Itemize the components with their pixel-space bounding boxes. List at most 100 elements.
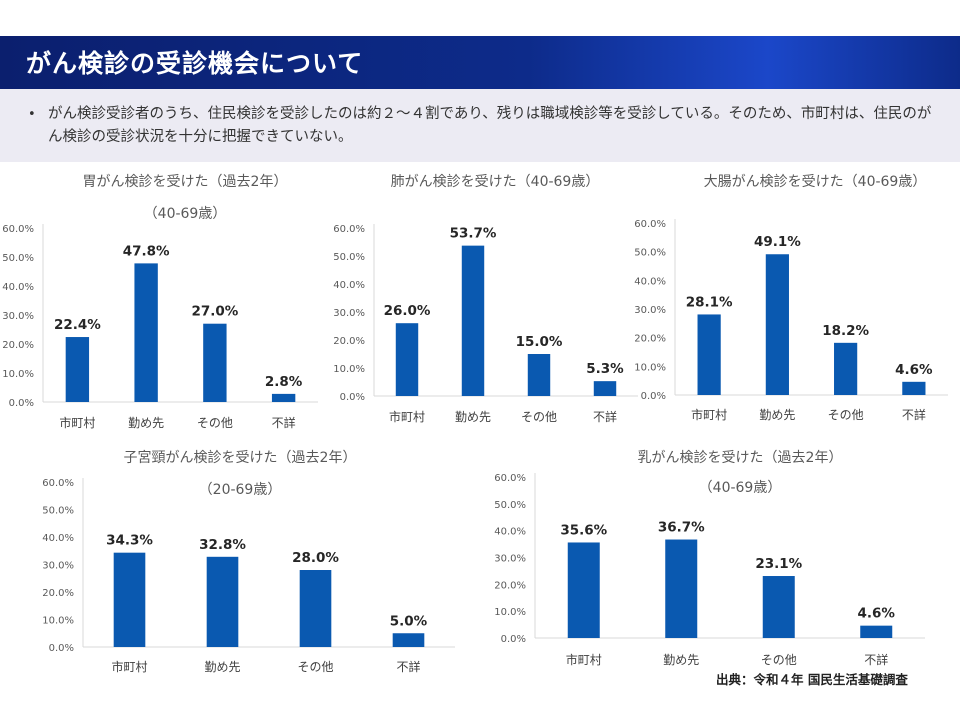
- y-tick-label: 60.0%: [333, 224, 365, 235]
- bar: [65, 337, 90, 402]
- bar-value-label: 49.1%: [754, 234, 801, 250]
- y-tick-label: 0.0%: [49, 643, 74, 654]
- category-label: その他: [297, 660, 333, 674]
- bar-value-label: 4.6%: [895, 362, 933, 378]
- category-label: 市町村: [389, 409, 425, 424]
- chart-svg: 肺がん検診を受けた（40-69歳） 0.0% 10.0% 20.0% 30.0% 40.0…: [333, 174, 638, 424]
- bar: [593, 381, 617, 396]
- bar-value-label: 26.0%: [384, 303, 431, 319]
- bar: [271, 393, 296, 402]
- bar: [834, 342, 858, 395]
- y-tick-label: 10.0%: [333, 364, 365, 375]
- bar-value-label: 27.0%: [191, 304, 238, 320]
- bar: [299, 570, 332, 647]
- bullet-icon: •: [28, 107, 36, 122]
- bar-value-label: 5.0%: [390, 613, 428, 629]
- bar-value-label: 35.6%: [560, 522, 607, 538]
- bar-value-label: 15.0%: [516, 334, 563, 350]
- breast-cancer-chart: 乳がん検診を受けた（過去2年） （40-69歳） 0.0% 10.0% 20.0% 30.…: [480, 440, 950, 680]
- category-label: その他: [197, 416, 233, 430]
- colorectal-cancer-chart: 大腸がん検診を受けた（40-69歳） 0.0% 10.0% 20.0% 30.0% 40.…: [630, 165, 950, 435]
- bar: [665, 539, 698, 638]
- y-tick-label: 60.0%: [494, 473, 526, 484]
- y-tick-label: 20.0%: [634, 334, 666, 345]
- bar-value-label: 53.7%: [450, 226, 497, 242]
- y-tick-label: 50.0%: [494, 500, 526, 511]
- bar: [461, 245, 485, 396]
- bar-value-label: 23.1%: [755, 556, 802, 572]
- category-label: 勤め先: [204, 660, 240, 674]
- category-label: 不詳: [902, 407, 926, 422]
- y-tick-label: 0.0%: [9, 398, 34, 409]
- bar: [860, 625, 893, 638]
- y-tick-label: 0.0%: [641, 391, 666, 402]
- title-banner: がん検診の受診機会について: [0, 36, 960, 89]
- y-tick-label: 50.0%: [333, 252, 365, 263]
- y-tick-label: 50.0%: [42, 506, 74, 517]
- bar-value-label: 36.7%: [658, 520, 705, 536]
- chart-title: （40-69歳）: [144, 206, 227, 222]
- bar: [567, 542, 600, 638]
- top-strip: [0, 0, 960, 36]
- bar: [113, 552, 146, 647]
- y-tick-label: 20.0%: [333, 336, 365, 347]
- y-tick-label: 30.0%: [2, 311, 34, 322]
- bar: [902, 381, 926, 395]
- bar: [206, 556, 239, 647]
- chart-svg: 子宮頸がん検診を受けた（過去2年） （20-69歳） 0.0% 10.0% 20.0% 3…: [42, 450, 455, 674]
- y-tick-label: 60.0%: [634, 219, 666, 230]
- category-label: 不詳: [272, 415, 296, 430]
- y-tick-label: 10.0%: [634, 362, 666, 373]
- y-tick-label: 30.0%: [333, 308, 365, 319]
- chart-title: （40-69歳）: [699, 480, 782, 496]
- category-label: 不詳: [396, 659, 420, 674]
- y-tick-label: 0.0%: [501, 634, 526, 645]
- category-label: その他: [761, 653, 797, 667]
- summary-box: • がん検診受診者のうち、住民検診を受診したのは約２～４割であり、残りは職域検診…: [0, 89, 960, 162]
- chart-title: 胃がん検診を受けた（過去2年）: [83, 174, 288, 190]
- category-label: その他: [521, 410, 557, 424]
- category-label: 勤め先: [455, 410, 491, 424]
- y-tick-label: 10.0%: [42, 616, 74, 627]
- stomach-cancer-chart: 胃がん検診を受けた（過去2年） （40-69歳） 0.0% 10.0% 20.0% 30.…: [0, 165, 320, 435]
- source-note: 出典：令和４年 国民生活基礎調査: [716, 672, 908, 687]
- category-label: 不詳: [864, 652, 888, 667]
- bar-value-label: 32.8%: [199, 537, 246, 553]
- category-label: 市町村: [566, 652, 602, 667]
- y-tick-label: 30.0%: [634, 305, 666, 316]
- y-tick-label: 60.0%: [2, 224, 34, 235]
- y-tick-label: 50.0%: [2, 253, 34, 264]
- chart-title: 子宮頸がん検診を受けた（過去2年）: [124, 450, 357, 466]
- category-label: その他: [828, 408, 864, 422]
- bar: [203, 323, 227, 402]
- y-tick-label: 60.0%: [42, 478, 74, 489]
- bar: [765, 254, 789, 395]
- bar: [395, 323, 419, 396]
- y-tick-label: 40.0%: [494, 527, 526, 538]
- y-tick-label: 40.0%: [333, 280, 365, 291]
- bar: [697, 314, 721, 395]
- y-tick-label: 10.0%: [494, 607, 526, 618]
- bar: [762, 576, 795, 638]
- category-label: 市町村: [59, 415, 95, 430]
- category-label: 勤め先: [128, 416, 164, 430]
- chart-title: 肺がん検診を受けた（40-69歳）: [391, 174, 600, 190]
- lung-cancer-chart: 肺がん検診を受けた（40-69歳） 0.0% 10.0% 20.0% 30.0% 40.0…: [330, 165, 640, 435]
- chart-title: 乳がん検診を受けた（過去2年）: [638, 450, 843, 466]
- chart-title: （20-69歳）: [199, 482, 282, 498]
- y-tick-label: 10.0%: [2, 369, 34, 380]
- y-tick-label: 20.0%: [42, 588, 74, 599]
- chart-svg: 胃がん検診を受けた（過去2年） （40-69歳） 0.0% 10.0% 20.0% 30.…: [2, 174, 318, 430]
- bar-value-label: 5.3%: [586, 361, 624, 377]
- category-label: 不詳: [593, 409, 617, 424]
- bar: [392, 633, 425, 647]
- category-label: 市町村: [691, 407, 727, 422]
- category-label: 勤め先: [759, 408, 795, 422]
- y-tick-label: 20.0%: [494, 580, 526, 591]
- y-tick-label: 40.0%: [42, 533, 74, 544]
- bar-value-label: 47.8%: [123, 243, 170, 259]
- y-tick-label: 40.0%: [2, 282, 34, 293]
- summary-text: がん検診受診者のうち、住民検診を受診したのは約２～４割であり、残りは職域検診等を…: [48, 106, 932, 145]
- bar-value-label: 34.3%: [106, 533, 153, 549]
- bar-value-label: 28.1%: [686, 294, 733, 310]
